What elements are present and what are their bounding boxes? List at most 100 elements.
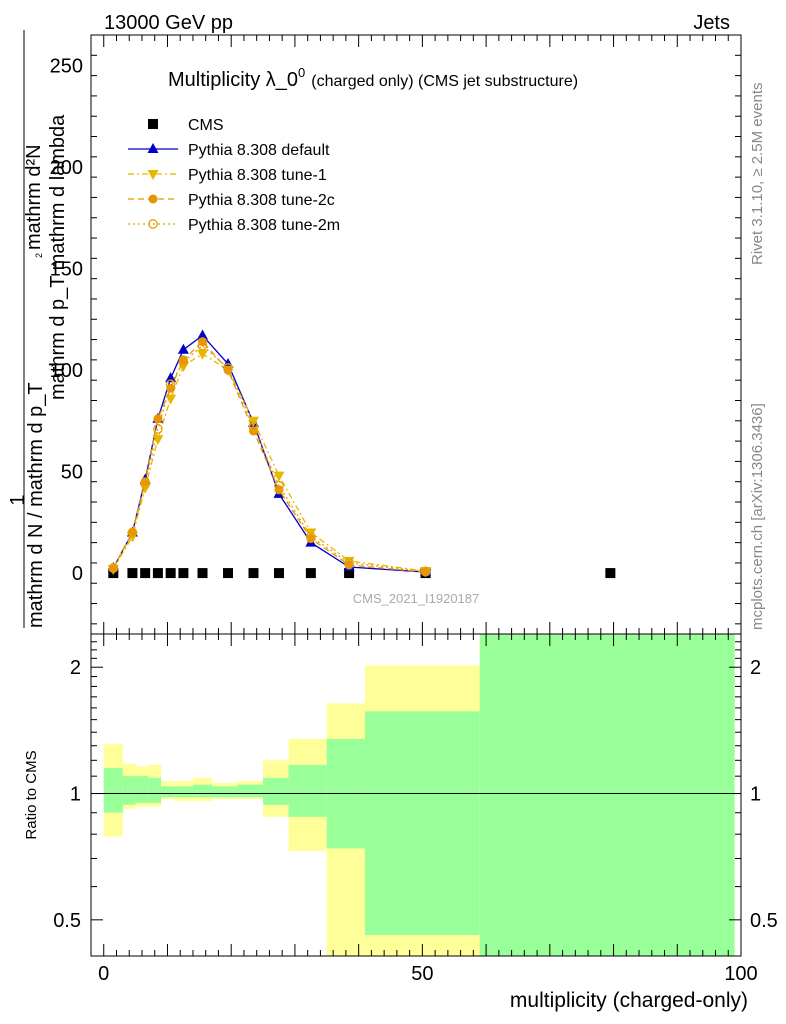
main-series-layer bbox=[107, 329, 616, 579]
ratio-y-tick-label-right: 2 bbox=[750, 657, 761, 679]
ratio-inner-band bbox=[288, 764, 327, 817]
data-point bbox=[273, 471, 285, 482]
legend-marker bbox=[148, 119, 158, 129]
main-y-tick-label: 150 bbox=[50, 259, 83, 281]
ratio-inner-band bbox=[365, 711, 480, 936]
data-point bbox=[165, 394, 177, 405]
data-point bbox=[222, 357, 234, 368]
ratio-inner-band bbox=[122, 776, 136, 805]
main-x-ticks bbox=[103, 35, 742, 634]
data-point bbox=[165, 372, 177, 383]
main-ylabel: 1 mathrm d N / mathrm d p_T mathrm d²N 2… bbox=[7, 30, 69, 628]
ratio-inner-band bbox=[148, 777, 162, 803]
data-point bbox=[420, 566, 431, 577]
rivet-label: Rivet 3.1.10, ≥ 2.5M events bbox=[749, 83, 766, 266]
data-point bbox=[197, 568, 208, 579]
main-y-ticks: 0 50 100 150 200 250 bbox=[50, 54, 741, 625]
data-point bbox=[197, 340, 208, 351]
data-point bbox=[274, 480, 284, 491]
data-point bbox=[248, 416, 259, 427]
legend-marker bbox=[148, 219, 158, 229]
data-point bbox=[178, 357, 189, 367]
main-y-tick-label: 200 bbox=[50, 157, 83, 179]
ratio-y-tick-label-right: 0.5 bbox=[750, 910, 778, 932]
ratio-inner-band bbox=[237, 784, 264, 798]
data-point bbox=[248, 568, 259, 579]
data-point bbox=[139, 483, 151, 494]
main-title: Multiplicity λ_00 (charged only) (CMS jet… bbox=[168, 65, 578, 91]
legend-marker bbox=[148, 194, 158, 204]
data-point bbox=[305, 568, 316, 579]
data-point bbox=[165, 568, 176, 579]
series-line bbox=[112, 344, 426, 573]
ratio-y-tick-label: 1 bbox=[70, 784, 81, 806]
legend: CMS Pythia 8.308 default Pythia 8.308 tune… bbox=[128, 117, 340, 234]
data-point bbox=[127, 527, 138, 538]
data-point bbox=[177, 343, 189, 354]
main-title-tail: (charged only) (CMS jet substructure) bbox=[311, 73, 578, 90]
ratio-inner-band bbox=[161, 786, 174, 798]
data-point bbox=[421, 567, 431, 577]
data-point bbox=[306, 531, 316, 542]
series-line bbox=[112, 340, 426, 573]
legend-label: Pythia 8.308 tune-1 bbox=[188, 167, 327, 184]
data-point bbox=[108, 563, 119, 573]
series-line bbox=[112, 334, 426, 573]
x-tick-label: 50 bbox=[411, 963, 433, 985]
data-point bbox=[344, 558, 354, 568]
ratio-inner-band bbox=[192, 784, 213, 798]
ratio-inner-band bbox=[263, 777, 289, 805]
data-point bbox=[165, 379, 176, 390]
ratio-y-tick-label: 2 bbox=[70, 657, 81, 679]
ratio-panel: 0.5 0.5 1 1 2 2 0 50 100 Ratio to CMS multiplic… bbox=[23, 633, 778, 1012]
ratio-y-ticks: 0.5 0.5 1 1 2 2 bbox=[53, 641, 778, 932]
data-point bbox=[127, 568, 138, 579]
data-point bbox=[223, 363, 233, 373]
data-point bbox=[197, 349, 209, 360]
data-point bbox=[153, 424, 163, 434]
legend-label: Pythia 8.308 tune-2m bbox=[188, 217, 340, 234]
data-point bbox=[273, 568, 284, 579]
data-point bbox=[152, 568, 163, 579]
ratio-xlabel: multiplicity (charged-only) bbox=[510, 989, 748, 1012]
main-y-tick-label: 50 bbox=[61, 462, 83, 484]
data-point bbox=[108, 563, 118, 573]
main-title-main: Multiplicity λ_0 bbox=[168, 69, 298, 91]
main-title-sup: 0 bbox=[298, 65, 305, 80]
ratio-bands bbox=[103, 634, 735, 956]
ylabel-denominator: mathrm d p_T mathrm d lambda bbox=[47, 114, 69, 400]
legend-marker bbox=[147, 143, 159, 153]
legend-label: CMS bbox=[188, 117, 224, 134]
main-y-tick-label: 250 bbox=[50, 55, 83, 77]
ratio-inner-band bbox=[103, 768, 123, 813]
ratio-x-ticks: 0 50 100 bbox=[98, 634, 758, 985]
main-y-tick-label: 0 bbox=[72, 563, 83, 585]
ratio-y-tick-label-right: 1 bbox=[750, 784, 761, 806]
ratio-inner-band bbox=[479, 634, 735, 956]
header-left: 13000 GeV pp bbox=[104, 12, 233, 34]
ratio-y-tick-label: 0.5 bbox=[53, 910, 81, 932]
ratio-inner-band bbox=[212, 786, 238, 798]
data-point bbox=[344, 568, 355, 579]
legend-marker bbox=[147, 170, 159, 180]
ylabel-exponent: 2 bbox=[34, 253, 44, 258]
data-point bbox=[178, 568, 189, 579]
ratio-ylabel: Ratio to CMS bbox=[23, 750, 40, 839]
data-point bbox=[140, 478, 151, 489]
legend-label: Pythia 8.308 default bbox=[188, 142, 330, 159]
ratio-inner-band bbox=[173, 786, 193, 798]
ylabel-top: 1 bbox=[7, 494, 29, 505]
legend-label: Pythia 8.308 tune-2c bbox=[188, 192, 335, 209]
ratio-inner-band bbox=[135, 776, 149, 803]
x-tick-label: 100 bbox=[724, 963, 757, 985]
watermark: CMS_2021_I1920187 bbox=[353, 591, 480, 606]
header-right: Jets bbox=[693, 12, 730, 34]
data-point bbox=[152, 435, 164, 446]
main-y-tick-label: 100 bbox=[50, 360, 83, 382]
ratio-frame bbox=[90, 633, 742, 957]
data-point bbox=[140, 568, 151, 579]
data-point bbox=[223, 568, 234, 579]
mcplots-label: mcplots.cern.ch [arXiv:1306.3436] bbox=[749, 403, 766, 630]
